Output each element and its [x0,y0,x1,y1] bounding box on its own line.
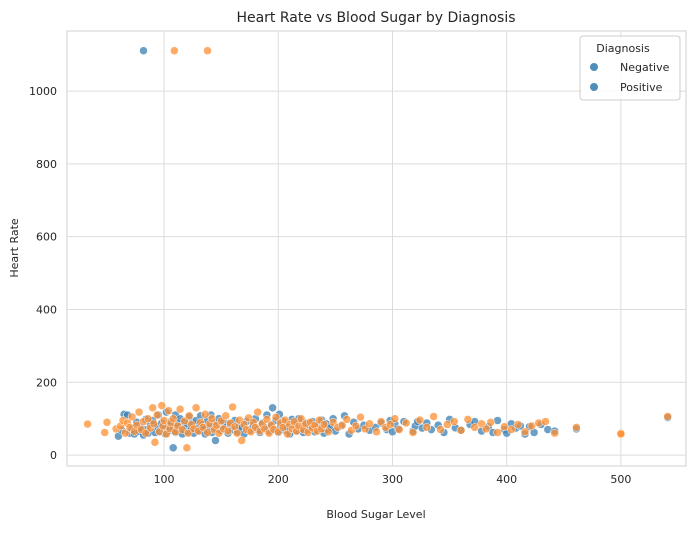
data-point-positive [372,427,381,437]
legend-marker-negative [590,63,598,71]
data-point-positive [351,421,361,431]
data-point-positive [100,428,109,437]
data-point-positive [481,424,491,434]
data-point-positive [175,404,185,414]
data-point-positive [513,420,523,429]
data-point-positive [221,411,230,421]
data-point-positive [486,418,495,427]
x-tick-label: 100 [154,473,175,486]
data-point-positive [228,402,237,412]
data-point-positive [143,414,153,423]
data-point-positive [493,428,502,437]
x-axis-label: Blood Sugar Level [326,508,425,521]
data-point-positive [184,411,194,421]
data-point-positive [507,425,516,434]
y-axis-label: Heart Rate [8,218,21,278]
x-tick-label: 400 [496,473,517,486]
data-point-positive [237,436,246,445]
plot-area [66,30,687,467]
legend-label-negative: Negative [620,61,670,74]
x-tick-label: 200 [268,473,289,486]
data-point-positive [401,418,411,428]
data-point-positive [182,443,192,453]
data-point-positive [663,412,672,421]
data-point-positive [429,412,438,421]
data-point-positive [319,420,329,429]
data-point-negative [211,436,220,445]
x-tick-label: 500 [610,473,631,486]
data-point-positive [102,418,112,427]
legend-title: Diagnosis [596,42,650,55]
data-point-positive [415,415,425,425]
data-point-positive [376,417,386,426]
data-point-positive [456,426,466,435]
data-point-positive [385,420,395,429]
data-point-negative [139,46,148,55]
data-point-positive [83,419,92,429]
y-tick-label: 1000 [29,85,57,98]
y-tick-label: 200 [36,376,57,389]
data-point-positive [157,401,167,410]
data-point-positive [183,428,193,438]
data-point-positive [232,428,242,438]
legend-label-positive: Positive [620,81,663,94]
y-tick-label: 0 [50,449,57,462]
data-point-positive [150,438,160,447]
data-point-positive [356,412,365,422]
data-point-positive [365,419,374,429]
data-point-positive [207,414,217,423]
data-point-positive [337,420,347,430]
data-point-positive [390,414,400,423]
data-point-positive [149,419,159,429]
data-point-positive [436,425,445,434]
data-point-positive [422,423,432,432]
data-point-negative [268,403,277,413]
legend: Diagnosis Negative Positive [579,35,681,101]
data-point-positive [449,417,459,426]
y-tick-label: 600 [36,231,57,244]
chart-title: Heart Rate vs Blood Sugar by Diagnosis [236,10,515,26]
y-tick-labels: 0 200 400 600 800 1000 [29,85,57,462]
data-point-positive [470,423,479,432]
data-point-positive [550,428,559,438]
x-tick-label: 300 [382,473,403,486]
legend-marker-positive [590,83,598,91]
x-tick-labels: 100 200 300 400 500 [154,473,632,486]
data-point-positive [572,423,581,432]
data-point-negative [168,443,178,453]
data-point-positive [324,427,333,437]
data-point-positive [148,403,157,413]
data-point-positive [170,46,179,55]
data-point-positive [408,428,418,437]
y-tick-label: 800 [36,158,57,171]
data-point-positive [164,406,173,415]
data-point-positive [253,407,262,417]
data-point-positive [262,415,272,424]
grid-lines [67,31,686,466]
data-point-positive [541,417,550,426]
data-point-positive [200,410,210,419]
data-point-positive [342,415,352,424]
data-point-positive [168,414,178,423]
legend-box [579,35,681,101]
data-point-positive [395,425,404,434]
data-point-positive [520,427,530,437]
data-points [83,46,672,453]
data-point-positive [223,426,233,436]
data-point-positive [152,410,162,420]
data-point-positive [134,407,144,417]
data-point-positive [127,412,137,422]
data-point-positive [616,429,626,439]
data-point-positive [463,415,473,424]
data-point-positive [271,412,281,422]
data-point-positive [203,46,212,55]
y-tick-label: 400 [36,303,57,316]
data-point-positive [120,428,130,438]
data-point-positive [191,403,201,413]
